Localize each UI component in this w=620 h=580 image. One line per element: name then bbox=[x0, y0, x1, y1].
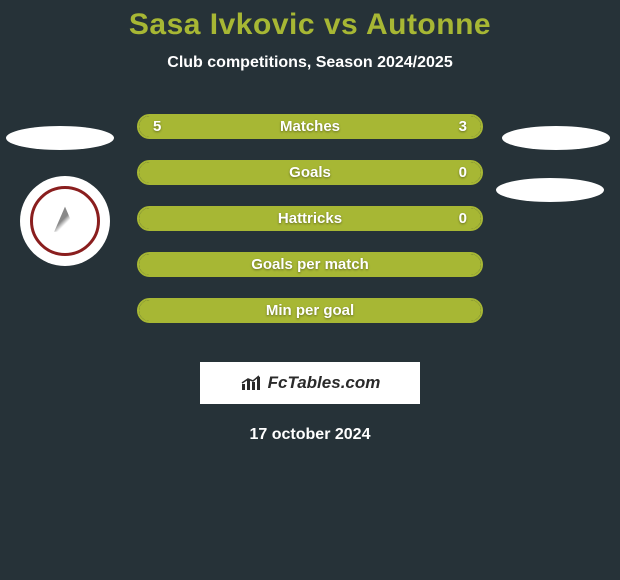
stat-row: Goals per match bbox=[137, 252, 483, 277]
stat-label: Goals per match bbox=[251, 256, 369, 273]
page-title: Sasa Ivkovic vs Autonne bbox=[0, 8, 620, 42]
stat-row: Min per goal bbox=[137, 298, 483, 323]
stat-value-right: 3 bbox=[459, 118, 467, 135]
watermark-text: FcTables.com bbox=[268, 373, 381, 393]
stat-row: 0 Hattricks bbox=[137, 206, 483, 231]
stats-area: 5 3 Matches 0 Goals 0 Hattricks Goals per match… bbox=[0, 114, 620, 354]
stat-label: Matches bbox=[280, 118, 340, 135]
stat-value-right: 0 bbox=[459, 164, 467, 181]
stat-rows: 5 3 Matches 0 Goals 0 Hattricks Goals per match… bbox=[137, 114, 483, 354]
stat-label: Hattricks bbox=[278, 210, 342, 227]
comparison-card: Sasa Ivkovic vs Autonne Club competition… bbox=[0, 0, 620, 444]
stat-value-left: 5 bbox=[153, 118, 161, 135]
page-subtitle: Club competitions, Season 2024/2025 bbox=[0, 54, 620, 72]
stat-row: 5 3 Matches bbox=[137, 114, 483, 139]
stat-label: Min per goal bbox=[266, 302, 354, 319]
footer-date: 17 october 2024 bbox=[0, 426, 620, 444]
bar-chart-icon bbox=[240, 374, 262, 392]
watermark: FcTables.com bbox=[200, 362, 420, 404]
stat-value-right: 0 bbox=[459, 210, 467, 227]
stat-label: Goals bbox=[289, 164, 331, 181]
stat-row: 0 Goals bbox=[137, 160, 483, 185]
